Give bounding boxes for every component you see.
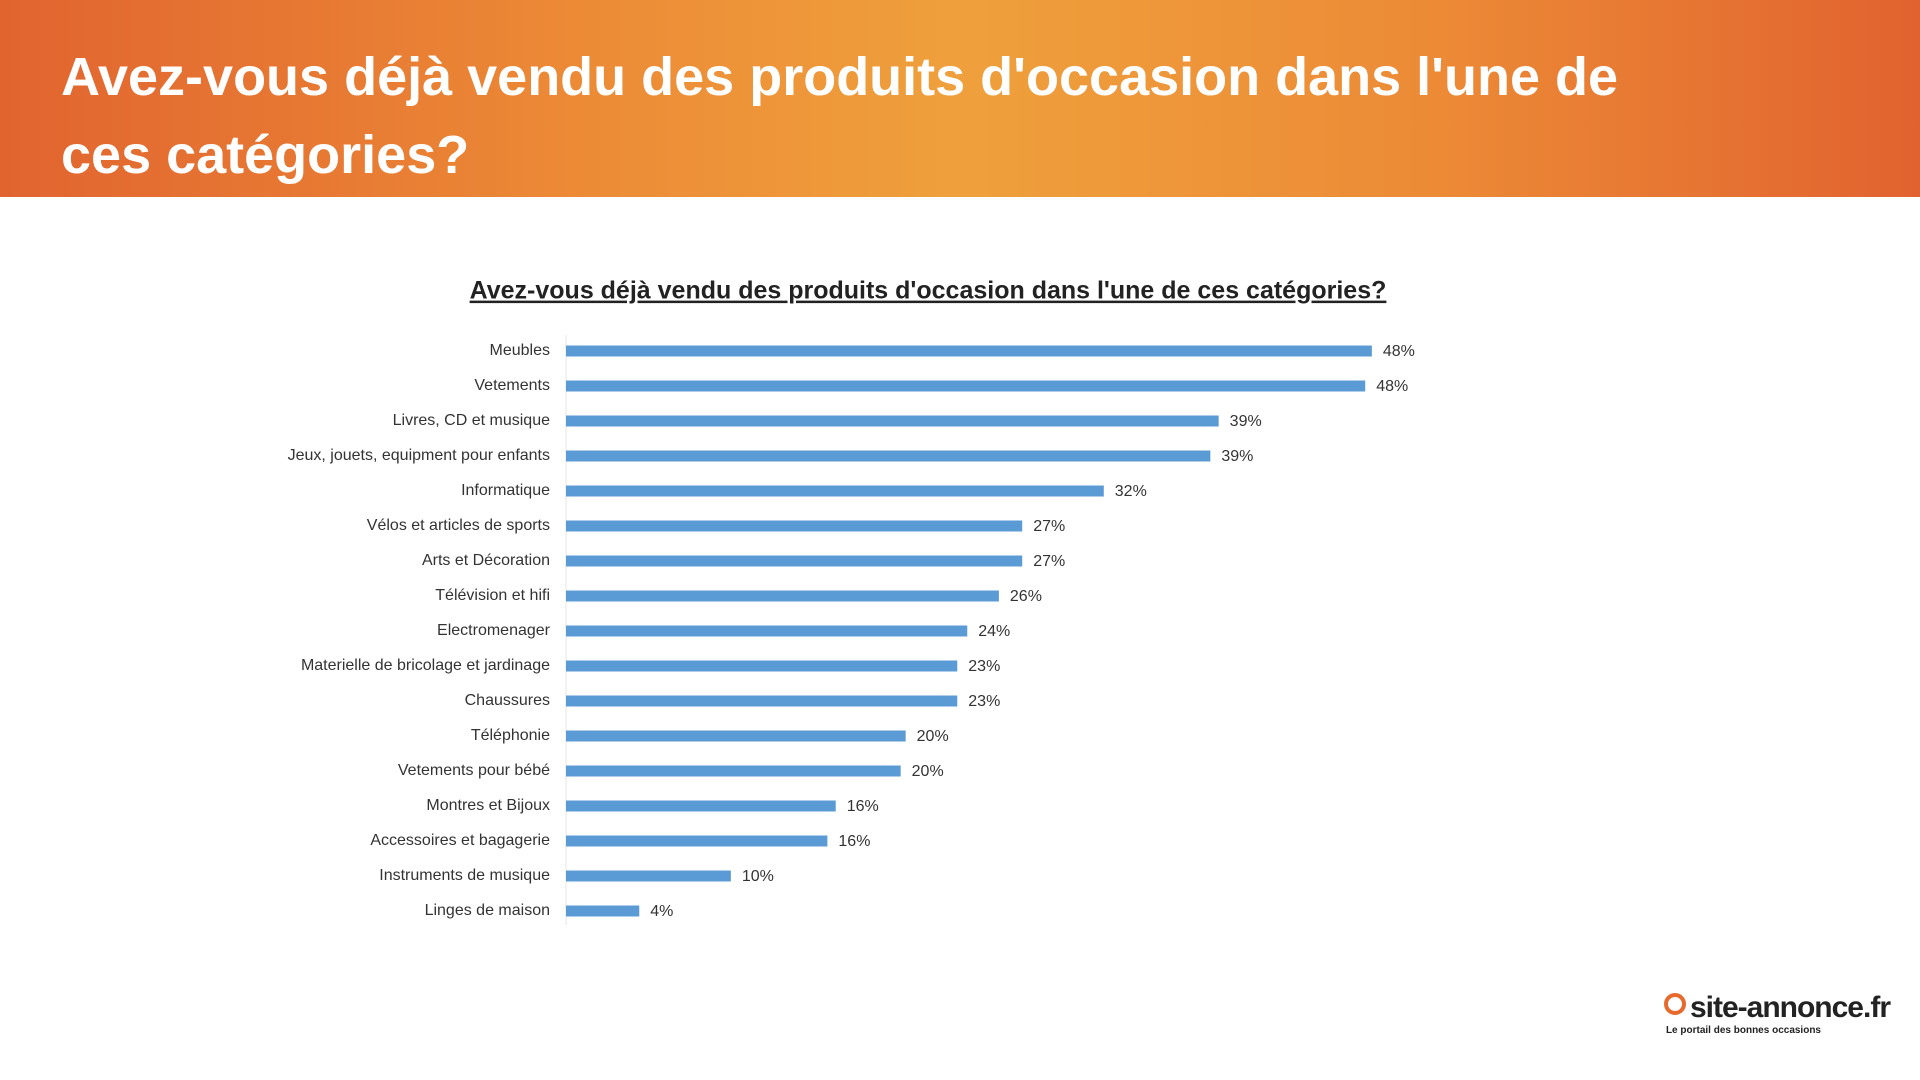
category-label: Livres, CD et musique (393, 412, 550, 429)
bar (566, 485, 1104, 497)
value-label: 24% (978, 623, 1010, 640)
bar (566, 625, 968, 637)
value-label: 39% (1221, 448, 1253, 465)
bar (566, 520, 1023, 532)
bar (566, 905, 640, 917)
value-label: 39% (1230, 413, 1262, 430)
bar (566, 800, 836, 812)
category-label: Vetements (474, 377, 550, 394)
value-label: 48% (1383, 343, 1415, 360)
value-label: 27% (1033, 553, 1065, 570)
category-label: Instruments de musique (379, 867, 550, 884)
category-label: Vetements pour bébé (398, 762, 550, 779)
category-label: Vélos et articles de sports (367, 517, 550, 534)
category-label: Jeux, jouets, equipment pour enfants (288, 447, 550, 464)
logo-name: site-annonce.fr (1664, 991, 1891, 1025)
bar (566, 345, 1372, 357)
chart-title: Avez-vous déjà vendu des produits d'occa… (470, 277, 1387, 305)
value-label: 10% (742, 868, 774, 885)
value-label: 16% (838, 833, 870, 850)
category-label: Chaussures (465, 692, 550, 709)
bar (566, 765, 901, 777)
value-label: 4% (650, 903, 673, 920)
value-label: 16% (847, 798, 879, 815)
category-label: Materielle de bricolage et jardinage (301, 657, 550, 674)
bar (566, 590, 999, 602)
bar (566, 380, 1366, 392)
category-label: Téléphonie (471, 727, 550, 744)
logo-tagline: Le portail des bonnes occasions (1665, 1025, 1821, 1036)
bar (566, 870, 731, 882)
logo: site-annonce.fr Le portail des bonnes oc… (1664, 991, 1891, 1036)
category-label: Informatique (461, 482, 550, 499)
value-label: 27% (1033, 518, 1065, 535)
bar (566, 730, 906, 742)
category-label: Arts et Décoration (422, 552, 550, 569)
category-label: Meubles (490, 342, 550, 359)
category-label: Télévision et hifi (435, 587, 550, 604)
value-label: 23% (968, 658, 1000, 675)
header-title: Avez-vous déjà vendu des produits d'occa… (61, 47, 1619, 185)
value-label: 20% (917, 728, 949, 745)
bar (566, 415, 1219, 427)
bar (566, 695, 958, 707)
value-label: 20% (912, 763, 944, 780)
bar (566, 660, 958, 672)
value-label: 23% (968, 693, 1000, 710)
category-label: Linges de maison (425, 902, 550, 919)
category-label: Electromenager (437, 622, 551, 639)
bar (566, 555, 1023, 567)
bar (566, 835, 828, 847)
header: Avez-vous déjà vendu des produits d'occa… (0, 0, 1920, 197)
bar (566, 450, 1211, 462)
value-label: 26% (1010, 588, 1042, 605)
category-label: Montres et Bijoux (426, 797, 550, 814)
value-label: 32% (1115, 483, 1147, 500)
value-label: 48% (1376, 378, 1408, 395)
category-label: Accessoires et bagagerie (370, 832, 550, 849)
